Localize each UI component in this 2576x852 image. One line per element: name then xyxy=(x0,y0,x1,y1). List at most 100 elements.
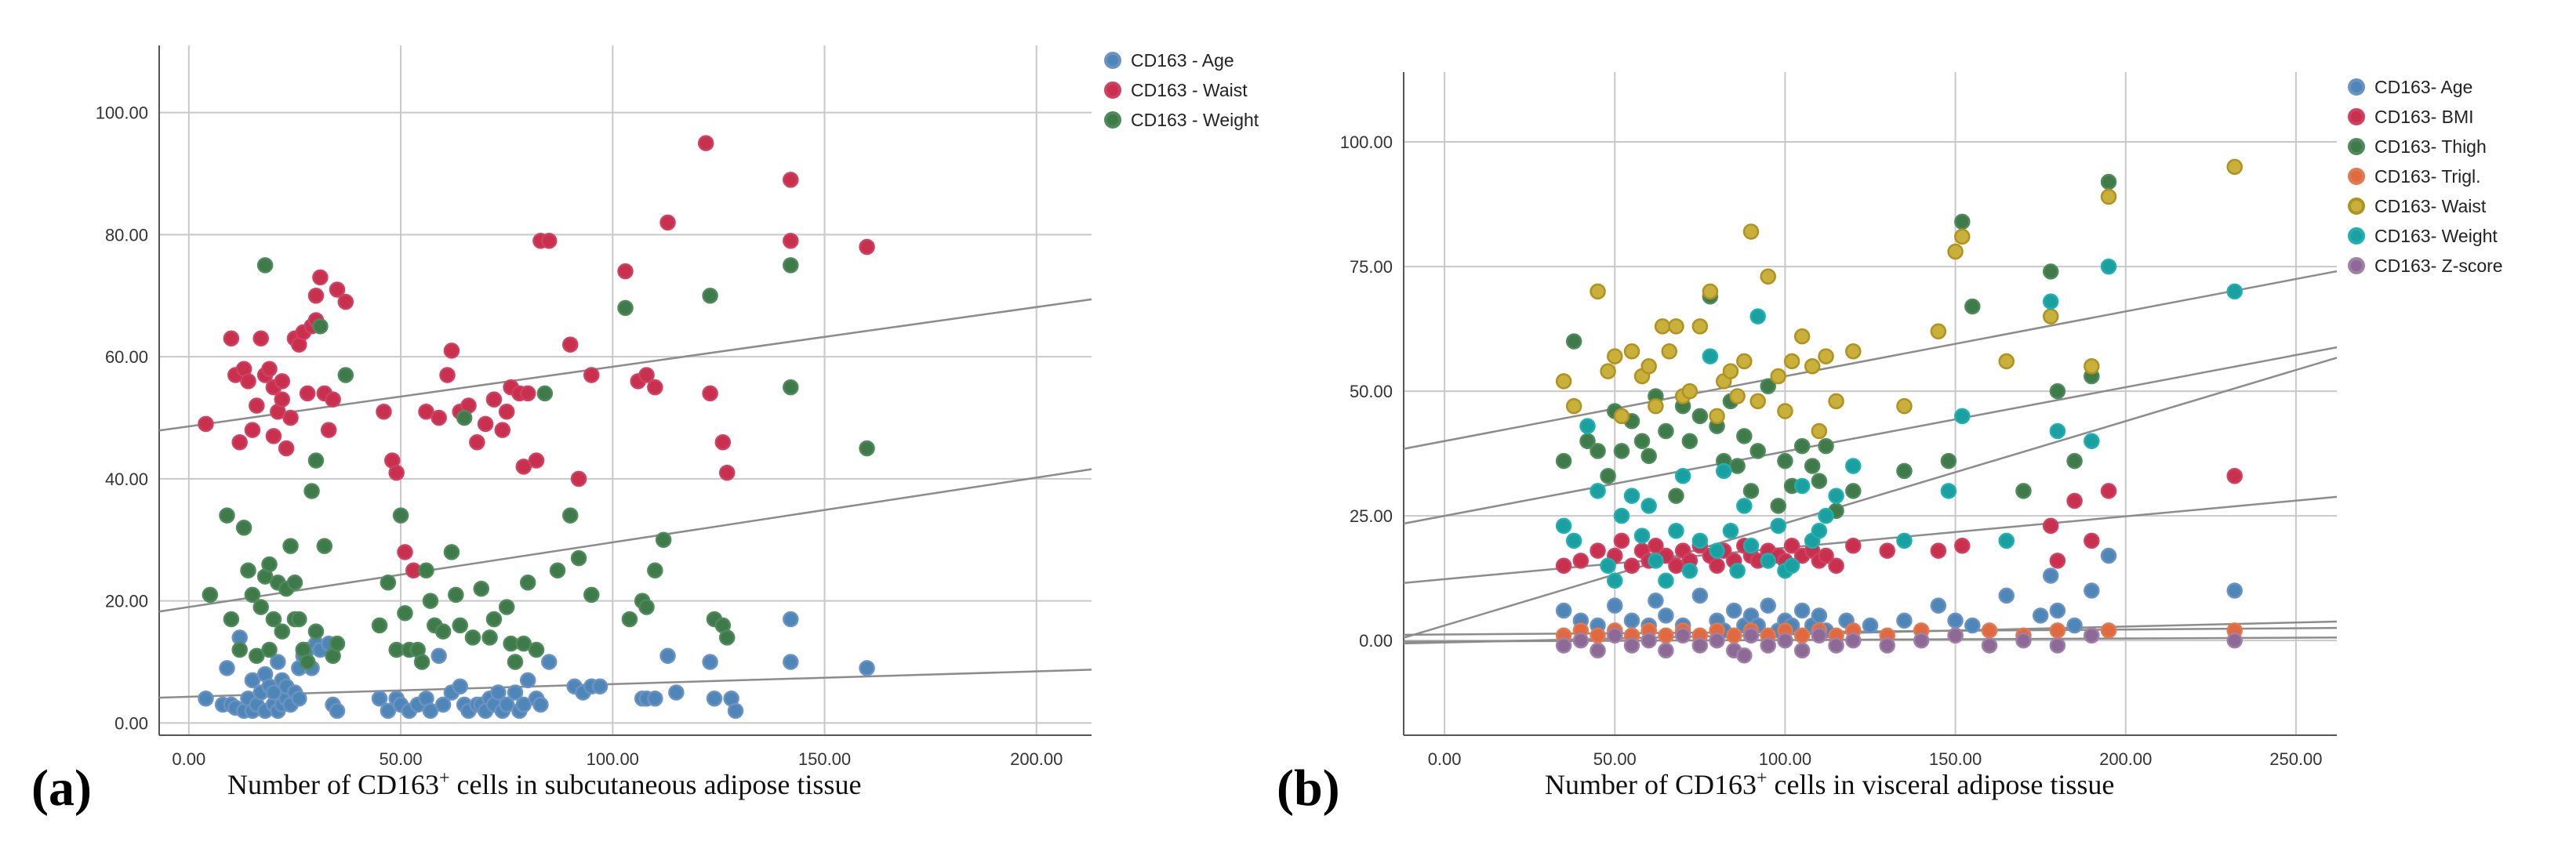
panel-a-data-point xyxy=(647,691,663,707)
legend-swatch xyxy=(2348,138,2365,155)
panel-b-data-point xyxy=(1879,542,1895,559)
panel-b-data-point xyxy=(1947,627,1964,644)
panel-a-data-point xyxy=(448,586,464,604)
panel-b-data-point xyxy=(1760,378,1776,394)
panel-b-data-point xyxy=(1736,353,1753,370)
panel-b-data-point xyxy=(1804,358,1821,375)
panel-b-data-point xyxy=(1674,627,1691,644)
legend-swatch xyxy=(2348,108,2365,125)
panel-a-data-point xyxy=(443,544,460,560)
panel-a-data-point xyxy=(498,404,515,420)
panel-a-y-tick-label: 100.00 xyxy=(96,103,148,123)
panel-b-data-point xyxy=(2049,382,2066,400)
panel-a-x-tick-label: 200.00 xyxy=(1010,749,1063,769)
panel-b-data-point xyxy=(1668,488,1684,504)
panel-a-data-point xyxy=(519,575,536,591)
panel-a-data-point xyxy=(418,404,434,420)
panel-b-data-point xyxy=(1777,632,1793,649)
panel-b-data-point xyxy=(1623,488,1640,504)
panel-b-data-point xyxy=(1742,627,1760,644)
panel-a-data-point xyxy=(244,672,261,689)
panel-b-data-point xyxy=(1896,612,1913,629)
panel-b-data-point xyxy=(2066,452,2083,470)
panel-a-x-tick-label: 0.00 xyxy=(172,749,205,769)
panel-b-data-point xyxy=(1804,458,1821,474)
legend-swatch xyxy=(2348,198,2365,215)
panel-b-data-point xyxy=(1862,617,1879,634)
panel-a-data-point xyxy=(540,232,558,249)
panel-a-data-point xyxy=(473,580,489,597)
panel-b-data-point xyxy=(1722,522,1739,539)
panel-a-data-point xyxy=(452,678,468,694)
panel-b-data-point xyxy=(1964,617,1981,634)
panel-a-data-point xyxy=(702,385,718,402)
panel-b-data-point xyxy=(1640,632,1657,649)
panel-b-data-point xyxy=(2066,492,2083,509)
panel-a-data-point xyxy=(783,172,799,188)
panel-b-data-point xyxy=(1681,382,1699,400)
panel-a-data-point xyxy=(286,575,303,591)
panel-a-data-point xyxy=(494,422,511,438)
panel-a-data-point xyxy=(265,684,282,701)
panel-b-fit-line xyxy=(1403,346,2338,525)
panel-b-data-point xyxy=(1818,437,1834,455)
panel-a-data-point xyxy=(240,373,256,390)
panel-b-data-point xyxy=(1623,637,1640,654)
panel-a-data-point xyxy=(718,464,736,481)
legend-label: CD163- Z-score xyxy=(2374,255,2503,276)
panel-a-data-point xyxy=(490,684,507,701)
panel-a-data-point xyxy=(223,330,240,347)
panel-a-data-point xyxy=(481,629,498,646)
panel-b-data-point xyxy=(2226,158,2243,176)
panel-a-data-point xyxy=(702,288,718,304)
panel-a-data-point xyxy=(583,586,600,604)
panel-b-data-point xyxy=(1793,328,1811,345)
panel-a-data-point xyxy=(477,415,494,433)
panel-b-data-point xyxy=(1648,397,1664,415)
panel-b-data-point xyxy=(1613,443,1630,459)
panel-b-data-point xyxy=(1579,418,1596,434)
legend-item: CD163 - Weight xyxy=(1104,105,1259,135)
panel-b-y-tick-label: 75.00 xyxy=(1350,257,1393,277)
panel-a-data-point xyxy=(244,422,261,438)
panel-a-data-point xyxy=(312,317,329,335)
panel-a-data-point xyxy=(498,599,515,615)
panel-b-data-point xyxy=(1709,632,1725,649)
panel-b-data-point xyxy=(1681,562,1699,579)
panel-a-data-point xyxy=(261,361,278,377)
panel-b-data-point xyxy=(1681,433,1699,449)
panel-a-data-point xyxy=(418,562,434,578)
legend-item: CD163 - Age xyxy=(1104,45,1259,75)
panel-b-data-point xyxy=(1760,553,1776,569)
panel-a-data-point xyxy=(561,336,579,353)
panel-b-x-axis-title: Number of CD163+ cells in visceral adipo… xyxy=(1545,768,2114,801)
panel-a-data-point xyxy=(528,452,545,469)
panel-a-data-point xyxy=(291,691,307,707)
panel-b-x-tick-label: 200.00 xyxy=(2099,749,2152,769)
panel-b-data-point xyxy=(2100,173,2117,190)
legend-label: CD163- Age xyxy=(2374,76,2473,97)
panel-a-letter: (a) xyxy=(31,760,92,817)
panel-a-data-point xyxy=(376,404,392,420)
panel-b-data-point xyxy=(1600,363,1616,379)
panel-b-data-point xyxy=(1590,483,1606,499)
panel-b-x-title-post: cells in visceral adipose tissue xyxy=(1767,769,2115,800)
legend-item: CD163- Thigh xyxy=(2348,132,2503,161)
panel-a-data-point xyxy=(638,599,655,615)
panel-a-data-point xyxy=(507,684,524,701)
panel-a-data-point xyxy=(498,696,515,713)
panel-b-data-point xyxy=(1811,473,1828,489)
panel-b-data-point xyxy=(2042,567,2059,584)
panel-a-data-point xyxy=(659,214,676,231)
panel-a-data-point xyxy=(617,299,634,317)
panel-b-data-point xyxy=(1954,538,1971,554)
panel-b-y-tick-label: 25.00 xyxy=(1350,506,1393,526)
panel-b-data-point xyxy=(1940,483,1957,499)
panel-a-data-point xyxy=(198,691,214,707)
panel-b-data-point xyxy=(1555,452,1572,470)
panel-b-data-point xyxy=(2226,467,2243,484)
panel-a-data-point xyxy=(274,623,290,640)
panel-b-data-point xyxy=(1648,593,1664,609)
panel-b-data-point xyxy=(1674,467,1691,484)
panel-a-fit-line xyxy=(158,298,1092,432)
